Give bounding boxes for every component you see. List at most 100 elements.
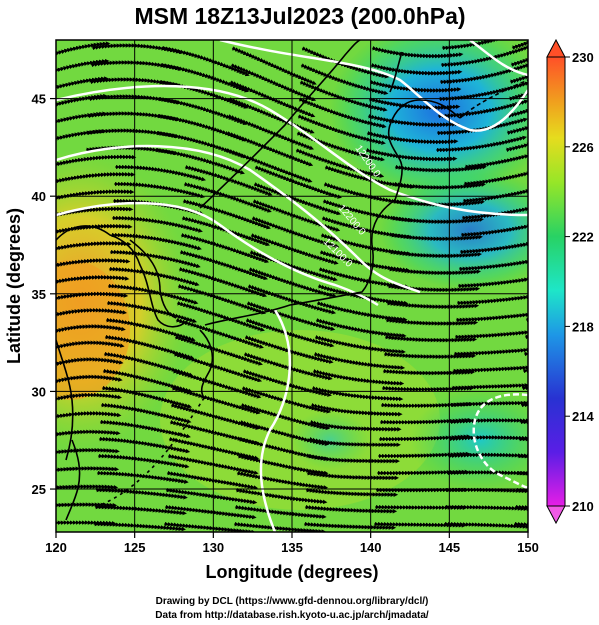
contour-line bbox=[56, 84, 528, 217]
lat-lon-grid bbox=[56, 40, 528, 532]
height-contours bbox=[56, 40, 528, 532]
streamline bbox=[56, 324, 126, 339]
streamline bbox=[56, 154, 137, 170]
streamline bbox=[453, 346, 528, 357]
colorbar-tick-label: 214 bbox=[572, 409, 594, 424]
streamline bbox=[386, 300, 480, 310]
streamline bbox=[451, 382, 528, 391]
streamline bbox=[236, 470, 329, 490]
colorbar-gradient bbox=[546, 56, 566, 507]
streamline bbox=[452, 364, 528, 374]
contour-line bbox=[56, 144, 421, 294]
streamline bbox=[56, 172, 136, 187]
map-title: MSM 18Z13Jul2023 (200.0hPa) bbox=[134, 3, 465, 29]
contour-line bbox=[219, 40, 528, 132]
streamline bbox=[384, 334, 478, 343]
streamline bbox=[460, 223, 528, 238]
y-tick-label: 30 bbox=[32, 384, 46, 399]
x-tick-label: 140 bbox=[360, 540, 382, 555]
streamline bbox=[514, 504, 528, 510]
y-tick-label: 35 bbox=[32, 287, 46, 302]
colorbar-tick-label: 210 bbox=[572, 499, 594, 514]
x-tick-label: 125 bbox=[124, 540, 146, 555]
streamline bbox=[56, 189, 135, 204]
x-axis-label: Longitude (degrees) bbox=[205, 562, 378, 582]
streamline bbox=[457, 276, 528, 289]
streamline bbox=[56, 128, 106, 152]
colorbar-ticks: 230 226 222 218 214 210 bbox=[565, 50, 594, 514]
colorbar-bottom-arrow bbox=[546, 505, 566, 525]
colorbar-tick-label: 222 bbox=[572, 230, 594, 245]
colorbar-tick-label: 230 bbox=[572, 50, 594, 65]
streamline bbox=[517, 453, 528, 459]
x-tick-label: 135 bbox=[281, 540, 303, 555]
streamline bbox=[505, 141, 528, 153]
contour-line bbox=[472, 393, 528, 490]
streamline bbox=[387, 283, 481, 293]
colorbar: 230 226 222 218 214 210 bbox=[546, 38, 594, 525]
streamline bbox=[305, 487, 399, 497]
colorbar-tick-label: 226 bbox=[572, 140, 594, 155]
streamline bbox=[513, 521, 528, 528]
streamline bbox=[524, 333, 528, 340]
streamline bbox=[391, 215, 484, 224]
streamline bbox=[307, 453, 400, 464]
kuril-islands bbox=[459, 79, 528, 119]
streamline bbox=[383, 351, 477, 359]
streamline bbox=[56, 41, 111, 67]
contour-line bbox=[56, 201, 379, 307]
streamline bbox=[306, 470, 400, 481]
japan-kyushu bbox=[199, 329, 214, 399]
streamline bbox=[56, 111, 107, 135]
contour-line bbox=[259, 309, 292, 532]
streamline bbox=[310, 402, 403, 417]
streamline bbox=[56, 58, 110, 84]
y-tick-label: 25 bbox=[32, 482, 46, 497]
streamline bbox=[56, 258, 131, 272]
japan-honshu bbox=[204, 199, 396, 326]
streamline bbox=[56, 411, 122, 424]
streamline bbox=[308, 436, 401, 448]
streamline bbox=[56, 241, 132, 255]
russia-coast bbox=[199, 40, 361, 209]
streamline bbox=[456, 293, 528, 306]
streamline bbox=[312, 368, 405, 386]
streamline bbox=[390, 232, 483, 242]
streamline bbox=[436, 135, 527, 153]
coastlines bbox=[56, 40, 528, 521]
streamline bbox=[521, 385, 528, 391]
streamline bbox=[314, 335, 406, 354]
streamline bbox=[56, 76, 109, 101]
streamline bbox=[455, 311, 528, 323]
streamline bbox=[56, 308, 128, 322]
streamline bbox=[438, 99, 528, 119]
streamline bbox=[388, 266, 482, 276]
streamline bbox=[315, 318, 407, 338]
wind-streamlines bbox=[56, 40, 528, 532]
streamline bbox=[234, 504, 327, 519]
streamline bbox=[463, 169, 528, 187]
korea-china-coast bbox=[56, 225, 189, 328]
sakhalin-coast bbox=[389, 51, 403, 93]
streamline bbox=[56, 374, 123, 390]
colorbar-top-arrow bbox=[546, 38, 566, 58]
streamline bbox=[385, 317, 479, 326]
taiwan-coast bbox=[65, 439, 81, 521]
streamline bbox=[523, 350, 528, 357]
streamline bbox=[56, 447, 120, 459]
streamline bbox=[459, 240, 528, 255]
x-tick-label: 120 bbox=[45, 540, 67, 555]
y-axis-ticks: 25 30 35 40 45 bbox=[32, 92, 56, 497]
credit-drawing: Drawing by DCL (https://www.gfd-dennou.o… bbox=[156, 596, 429, 607]
streamline bbox=[233, 521, 326, 532]
y-tick-label: 40 bbox=[32, 189, 46, 204]
contour-line bbox=[469, 40, 528, 77]
streamline bbox=[509, 72, 528, 84]
streamline bbox=[389, 249, 483, 259]
x-axis-ticks: 120 125 130 135 140 145 150 bbox=[45, 532, 539, 555]
streamline bbox=[56, 223, 133, 238]
streamline bbox=[56, 357, 124, 373]
credit-data: Data from http://database.rish.kyoto-u.a… bbox=[155, 610, 429, 621]
streamline bbox=[458, 258, 528, 272]
